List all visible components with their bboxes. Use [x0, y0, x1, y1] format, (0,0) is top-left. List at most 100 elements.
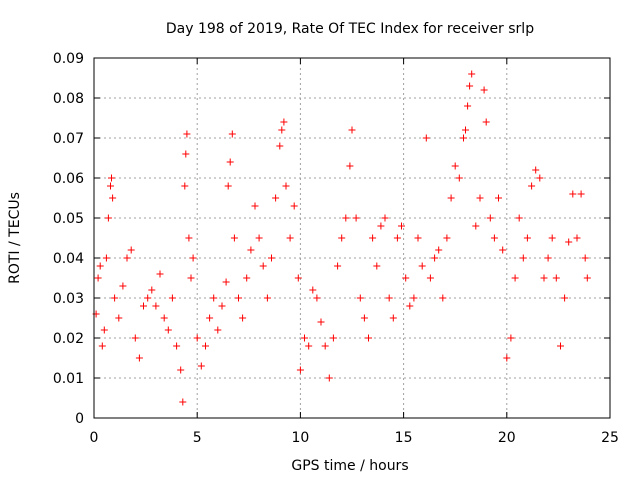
- x-tick-label: 0: [90, 430, 99, 446]
- data-point: [495, 194, 502, 202]
- x-tick-label: 15: [395, 430, 413, 446]
- y-tick-label: 0.09: [53, 51, 84, 67]
- data-point: [224, 182, 232, 190]
- y-tick-label: 0: [75, 411, 84, 427]
- data-point: [280, 118, 288, 126]
- data-point: [309, 286, 317, 294]
- data-point: [406, 302, 414, 310]
- data-point: [239, 314, 247, 322]
- data-point: [464, 102, 472, 110]
- y-tick-label: 0.01: [53, 371, 84, 387]
- data-point: [290, 202, 298, 210]
- data-point: [94, 274, 102, 282]
- data-point: [385, 294, 393, 302]
- data-point: [472, 222, 480, 230]
- data-point: [402, 274, 410, 282]
- data-point: [226, 158, 234, 166]
- data-point: [377, 222, 385, 230]
- data-point: [389, 314, 397, 322]
- data-point: [482, 118, 490, 126]
- data-point: [431, 254, 439, 262]
- data-point: [451, 162, 459, 170]
- data-point: [414, 234, 422, 242]
- y-axis-label: ROTI / TECUs: [7, 192, 23, 284]
- x-axis-label: GPS time / hours: [291, 458, 408, 474]
- data-point: [468, 70, 476, 78]
- data-point: [268, 254, 275, 262]
- data-point: [439, 294, 447, 302]
- data-point: [185, 234, 193, 242]
- data-point: [108, 174, 115, 182]
- data-point: [381, 214, 389, 222]
- data-point: [329, 334, 337, 342]
- data-point: [476, 194, 484, 202]
- data-point: [348, 126, 356, 134]
- data-point: [160, 314, 168, 322]
- data-point: [115, 314, 123, 322]
- data-point: [278, 126, 286, 134]
- data-point: [398, 222, 405, 230]
- data-point: [255, 234, 263, 242]
- y-tick-label: 0.06: [53, 171, 84, 187]
- data-point: [127, 246, 135, 254]
- data-point: [569, 190, 577, 198]
- data-point: [98, 342, 106, 350]
- y-tick-label: 0.08: [53, 91, 84, 107]
- y-tick-label: 0.07: [53, 131, 84, 147]
- data-point: [183, 130, 191, 138]
- data-point: [557, 342, 564, 350]
- data-point: [523, 234, 531, 242]
- data-point: [214, 326, 222, 334]
- data-point: [313, 294, 321, 302]
- y-tick-label: 0.04: [53, 251, 84, 267]
- data-point: [100, 326, 108, 334]
- plot-frame: [93, 57, 611, 419]
- data-point: [317, 318, 325, 326]
- data-point: [499, 246, 507, 254]
- data-point: [462, 126, 469, 134]
- data-point: [294, 274, 302, 282]
- data-point: [282, 182, 290, 190]
- data-point: [321, 342, 329, 350]
- data-point: [272, 194, 280, 202]
- data-point: [536, 174, 544, 182]
- data-point: [393, 234, 401, 242]
- data-point: [410, 294, 418, 302]
- y-tick-label: 0.05: [53, 211, 84, 227]
- y-tick-label: 0.02: [53, 331, 84, 347]
- data-point: [197, 362, 205, 370]
- data-point: [573, 234, 581, 242]
- data-point: [140, 302, 147, 310]
- data-point: [276, 142, 284, 150]
- data-point: [177, 366, 185, 374]
- data-point: [247, 246, 255, 254]
- data-point: [422, 134, 430, 142]
- data-point: [206, 314, 214, 322]
- data-point: [123, 254, 131, 262]
- data-point: [96, 262, 104, 270]
- data-point: [503, 354, 511, 362]
- data-point: [230, 234, 238, 242]
- data-point: [532, 166, 540, 174]
- data-point: [301, 334, 308, 342]
- data-point: [193, 334, 201, 342]
- data-point: [148, 286, 156, 294]
- data-point: [480, 86, 488, 94]
- data-point: [561, 294, 569, 302]
- data-point: [156, 270, 164, 278]
- data-point: [365, 334, 372, 342]
- data-point: [507, 334, 515, 342]
- data-point: [519, 254, 527, 262]
- data-point: [373, 262, 381, 270]
- data-point: [466, 82, 474, 90]
- data-point: [356, 294, 364, 302]
- data-point: [111, 294, 119, 302]
- data-point: [548, 234, 556, 242]
- data-point: [144, 294, 152, 302]
- data-point: [342, 214, 350, 222]
- data-point: [552, 274, 560, 282]
- x-tick-label: 25: [601, 430, 619, 446]
- data-point: [135, 354, 143, 362]
- data-point: [360, 314, 368, 322]
